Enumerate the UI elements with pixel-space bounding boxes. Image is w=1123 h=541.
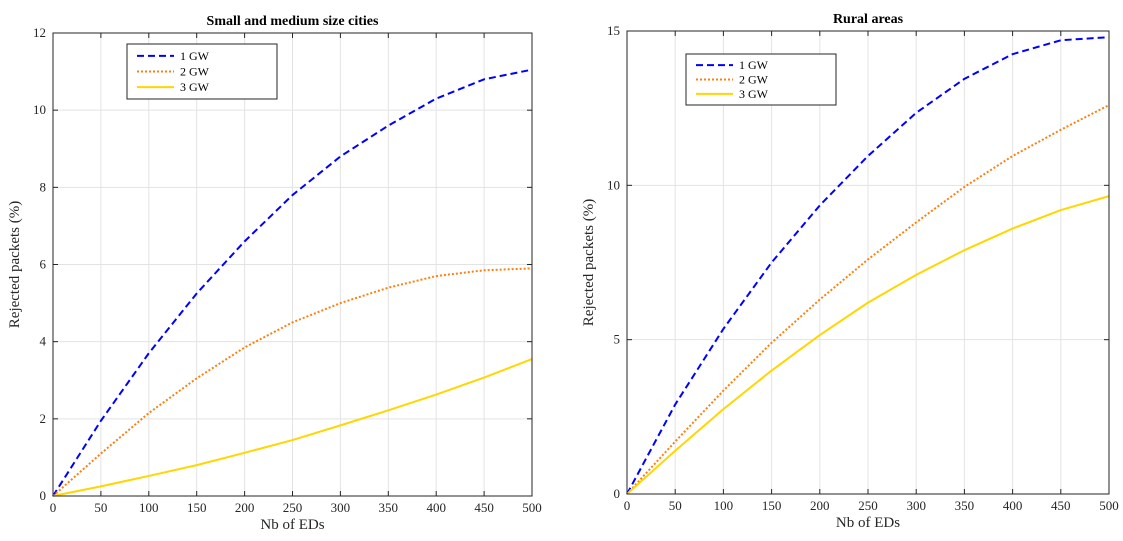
legend-label: 1 GW (180, 49, 210, 63)
y-axis-label: Rejected packets (%) (581, 199, 597, 326)
chart-title: Rural areas (833, 12, 904, 27)
legend-box (126, 43, 278, 100)
legend: 1 GW2 GW3 GW (685, 53, 837, 106)
series-line-2-gw (626, 104, 1110, 495)
y-tick-label: 12 (33, 25, 46, 40)
y-tick-label: 0 (40, 488, 47, 503)
x-tick-label: 250 (283, 500, 303, 515)
y-tick-label: 8 (40, 179, 47, 194)
y-tick-label: 2 (40, 411, 47, 426)
y-axis-label: Rejected packets (%) (7, 201, 23, 328)
x-tick-label: 150 (762, 498, 782, 513)
x-tick-label: 350 (955, 498, 975, 513)
series-line-2-gw (52, 267, 533, 497)
x-tick-label: 200 (235, 500, 255, 515)
chart-small-medium-cities: 0 50 100 150 200 250 300 350 400 450 500 0 2 4 6 8 10 12 S… (7, 14, 542, 533)
chart-rural-areas: 0 50 100 150 200 250 300 350 400 450 500 0 5 10 15 Rura… (581, 12, 1119, 531)
legend-label: 2 GW (180, 65, 210, 79)
x-tick-label: 450 (1051, 498, 1071, 513)
y-tick-label: 0 (614, 486, 621, 501)
series-line-1-gw (52, 68, 533, 497)
series-line-3-gw (52, 358, 533, 497)
x-tick-label: 50 (669, 498, 682, 513)
y-tick-label: 15 (607, 23, 620, 38)
x-tick-label: 0 (624, 498, 631, 513)
series-line-1-gw (626, 36, 1110, 495)
series-line-3-gw (626, 195, 1110, 495)
x-tick-label: 100 (714, 498, 734, 513)
x-tick-label: 250 (858, 498, 878, 513)
legend-label: 1 GW (739, 58, 769, 72)
y-tick-label: 6 (40, 257, 47, 272)
legend-box (685, 53, 837, 106)
x-axis-label: Nb of EDs (836, 515, 900, 531)
y-tick-label: 10 (607, 177, 620, 192)
x-tick-label: 500 (1099, 498, 1119, 513)
x-tick-label: 400 (426, 500, 446, 515)
x-tick-label: 300 (331, 500, 351, 515)
chart-title: Small and medium size cities (207, 14, 379, 29)
legend-label: 3 GW (180, 80, 210, 94)
y-tick-label: 10 (33, 102, 46, 117)
x-axis-label: Nb of EDs (260, 517, 324, 533)
x-tick-label: 50 (94, 500, 107, 515)
x-tick-label: 0 (50, 500, 57, 515)
y-tick-label: 5 (614, 332, 621, 347)
x-tick-label: 200 (810, 498, 830, 513)
x-tick-label: 450 (474, 500, 494, 515)
legend-label: 2 GW (739, 73, 769, 87)
x-tick-label: 300 (906, 498, 926, 513)
x-tick-label: 100 (139, 500, 159, 515)
y-tick-label: 4 (40, 334, 47, 349)
legend: 1 GW 2 GW3 GW (126, 43, 278, 100)
x-tick-label: 150 (187, 500, 207, 515)
x-tick-label: 350 (379, 500, 399, 515)
x-tick-label: 500 (522, 500, 542, 515)
legend-label: 3 GW (739, 87, 769, 101)
x-tick-label: 400 (1003, 498, 1023, 513)
